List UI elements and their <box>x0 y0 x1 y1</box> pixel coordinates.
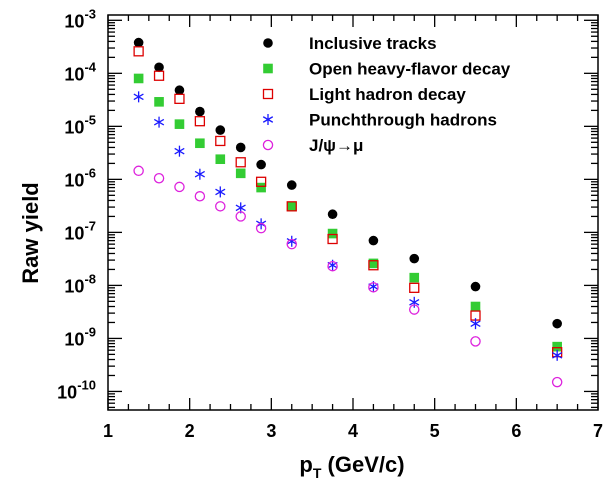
data-point <box>194 116 206 127</box>
x-tick-label: 1 <box>103 421 113 441</box>
data-point <box>153 70 165 81</box>
data-point <box>174 85 185 96</box>
data-point <box>133 46 144 57</box>
data-point <box>256 182 266 193</box>
legend-marker <box>263 38 273 48</box>
data-point <box>327 260 338 272</box>
data-point <box>409 272 420 283</box>
data-point <box>215 154 226 165</box>
data-point <box>286 201 297 212</box>
x-tick-label: 2 <box>185 421 195 441</box>
data-point <box>409 296 420 308</box>
legend-label: J/ψ→μ <box>309 136 363 155</box>
legend: Inclusive tracks Open heavy-flavor decay L… <box>262 34 511 155</box>
data-point <box>154 62 164 73</box>
data-point <box>215 201 226 212</box>
data-point <box>133 37 144 48</box>
data-point <box>215 186 226 198</box>
data-point <box>286 235 297 247</box>
data-point <box>174 93 185 105</box>
data-point <box>286 180 297 190</box>
y-tick-label: 10-7 <box>64 218 96 243</box>
data-point <box>215 135 226 147</box>
x-tick-label: 6 <box>511 421 521 441</box>
x-tick-labels: 1 2 3 4 5 6 7 <box>103 421 603 441</box>
legend-marker <box>262 114 274 125</box>
data-point <box>195 106 205 117</box>
y-tick-labels: 10-3 10-4 10-5 10-6 10-7 10-8 10-9 10-10 <box>57 6 97 402</box>
data-point <box>368 282 379 293</box>
axis-ticks <box>107 15 599 410</box>
legend-marker <box>262 139 274 151</box>
legend-label: Light hadron decay <box>309 85 466 104</box>
series-5 <box>133 165 563 388</box>
data-point <box>154 97 164 107</box>
data-point <box>470 281 481 292</box>
data-point <box>327 228 338 239</box>
series-1 <box>133 37 562 329</box>
data-point <box>368 258 379 269</box>
legend-label: Punchthrough hadrons <box>309 111 497 130</box>
data-point <box>194 168 205 180</box>
data-point <box>327 233 338 245</box>
data-point <box>409 282 420 293</box>
y-tick-label: 10-8 <box>64 271 96 296</box>
data-point <box>255 176 267 187</box>
x-axis-title: pT (GeV/c) <box>299 452 404 481</box>
x-tick-label: 4 <box>348 421 358 441</box>
legend-marker <box>263 63 273 74</box>
data-point <box>368 235 379 246</box>
data-point <box>286 201 297 212</box>
data-point <box>409 253 420 264</box>
data-point <box>174 145 185 157</box>
data-point <box>195 138 205 149</box>
data-point <box>552 349 563 361</box>
data-point <box>153 172 165 184</box>
x-tick-label: 3 <box>266 421 276 441</box>
data-point <box>235 168 246 179</box>
data-point <box>408 304 420 315</box>
data-point <box>256 159 266 170</box>
x-tick-label: 7 <box>593 421 603 441</box>
y-tick-label: 10-3 <box>64 6 96 31</box>
series-4 <box>133 91 563 361</box>
y-tick-label: 10-9 <box>64 324 96 349</box>
data-point <box>215 125 226 135</box>
data-point <box>174 181 185 193</box>
data-point <box>235 142 246 153</box>
data-point <box>552 341 562 352</box>
y-axis-title: Raw yield <box>18 182 43 283</box>
data-point <box>470 301 481 312</box>
data-point <box>470 336 481 347</box>
y-tick-label: 10-5 <box>64 112 96 137</box>
data-point <box>255 222 267 234</box>
data-point <box>133 91 144 103</box>
data-point <box>286 238 297 250</box>
data-point <box>235 157 246 168</box>
series-2 <box>133 73 562 352</box>
data-point <box>194 191 206 202</box>
data-markers <box>133 37 563 388</box>
data-point <box>153 116 165 128</box>
data-point <box>327 209 338 220</box>
data-point <box>551 376 563 388</box>
legend-marker <box>262 88 274 100</box>
data-point <box>133 73 144 84</box>
data-point <box>235 211 246 222</box>
y-tick-label: 10-4 <box>64 59 96 84</box>
legend-label: Inclusive tracks <box>309 34 437 53</box>
y-tick-label: 10-6 <box>64 165 96 190</box>
legend-label: Open heavy-flavor decay <box>309 60 511 79</box>
data-point <box>470 318 481 330</box>
data-point <box>174 119 185 129</box>
x-tick-label: 5 <box>430 421 440 441</box>
data-point <box>552 318 562 329</box>
y-tick-label: 10-10 <box>57 377 96 402</box>
data-point <box>368 260 379 271</box>
data-point <box>133 165 144 177</box>
